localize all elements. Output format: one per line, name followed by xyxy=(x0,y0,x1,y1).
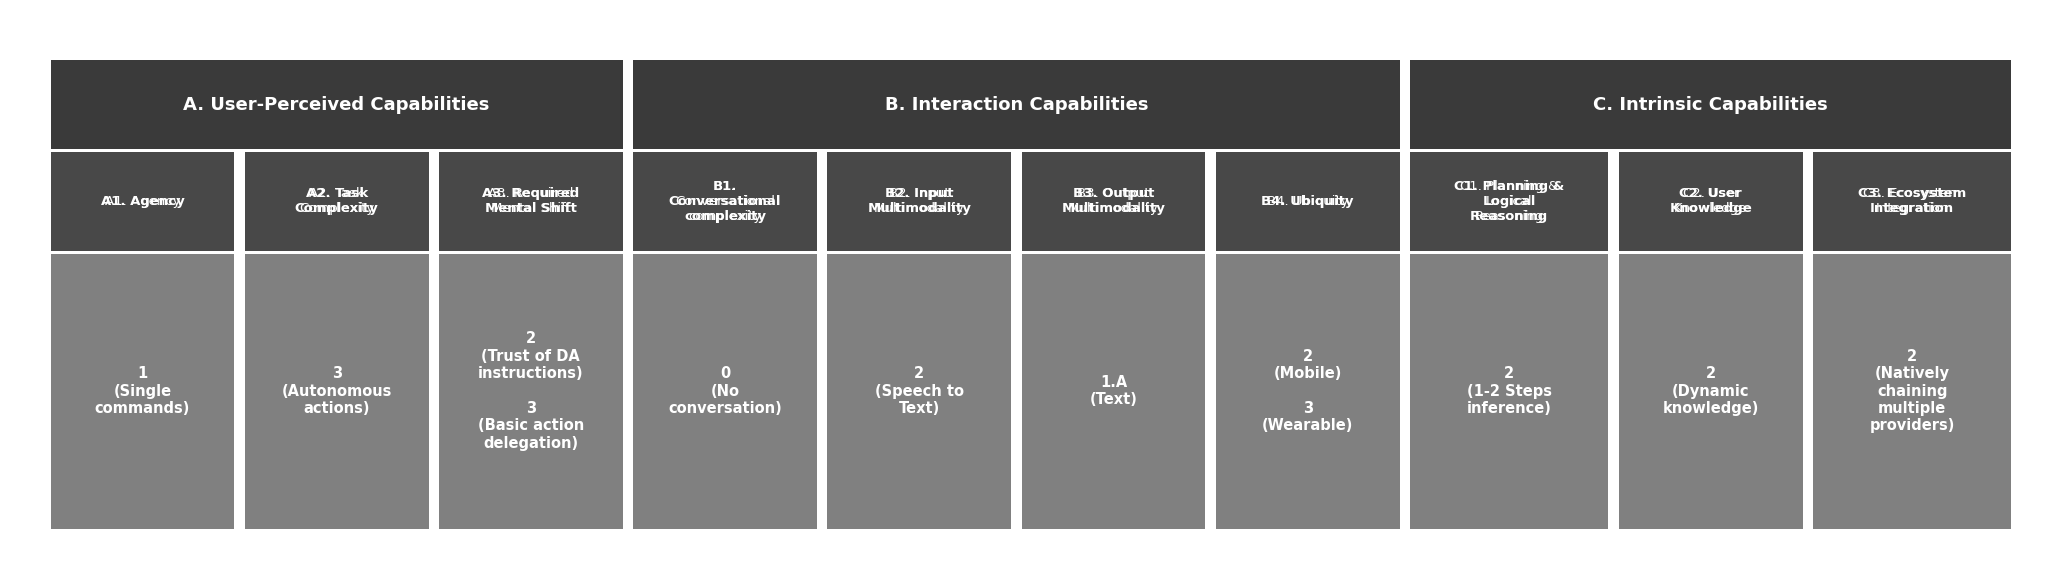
Text: B3. Output
Multimodality: B3. Output Multimodality xyxy=(1068,187,1159,215)
Bar xyxy=(1217,152,1400,251)
Text: B4. Ubiquity: B4. Ubiquity xyxy=(1262,195,1355,208)
Text: C2. User
Knowledge: C2. User Knowledge xyxy=(1670,187,1753,215)
Bar xyxy=(49,152,235,251)
Text: 3
(Autonomous
actions): 3 (Autonomous actions) xyxy=(282,366,392,416)
Text: A. User-Perceived Capabilities: A. User-Perceived Capabilities xyxy=(184,96,491,114)
Text: A3. Required
Mental Shift: A3. Required Mental Shift xyxy=(489,187,573,215)
Text: B1.
Conversational
complexity: B1. Conversational complexity xyxy=(668,180,781,223)
Bar xyxy=(439,254,623,528)
Text: 1
(Single
commands): 1 (Single commands) xyxy=(95,366,190,416)
Text: B2. Input
Multimodality: B2. Input Multimodality xyxy=(874,187,965,215)
Bar xyxy=(439,152,623,251)
Text: 2
(Dynamic
knowledge): 2 (Dynamic knowledge) xyxy=(1662,366,1759,416)
Text: 0
(No
conversation): 0 (No conversation) xyxy=(668,366,781,416)
Text: 2
(Mobile)

3
(Wearable): 2 (Mobile) 3 (Wearable) xyxy=(1262,349,1353,434)
Text: A2. Task
Complexity: A2. Task Complexity xyxy=(295,187,379,215)
Text: A1. Agency: A1. Agency xyxy=(101,195,184,208)
Bar xyxy=(245,254,429,528)
Bar xyxy=(1021,152,1206,251)
Bar xyxy=(1410,152,1608,251)
Bar xyxy=(245,152,429,251)
Text: C1. Planning &
Logical
Reasoning: C1. Planning & Logical Reasoning xyxy=(1460,180,1559,223)
Bar xyxy=(439,152,623,251)
Bar xyxy=(633,152,817,251)
Bar xyxy=(1021,254,1206,528)
Bar xyxy=(49,152,235,251)
Bar xyxy=(1619,152,1802,251)
Bar xyxy=(1217,254,1400,528)
Text: 2
(1-2 Steps
inference): 2 (1-2 Steps inference) xyxy=(1466,366,1553,416)
Bar xyxy=(633,152,817,251)
Bar xyxy=(1619,152,1802,251)
Text: C3. Ecosystem
Integration: C3. Ecosystem Integration xyxy=(1864,187,1961,215)
Text: B4. Ubiquity: B4. Ubiquity xyxy=(1266,195,1349,208)
Bar xyxy=(1410,152,1608,251)
Text: 2
(Speech to
Text): 2 (Speech to Text) xyxy=(874,366,963,416)
Text: 2
(Trust of DA
instructions)

3
(Basic action
delegation): 2 (Trust of DA instructions) 3 (Basic ac… xyxy=(478,332,584,451)
Text: B3. Output
Multimodality: B3. Output Multimodality xyxy=(1062,187,1165,215)
Bar xyxy=(1812,152,2010,251)
Bar xyxy=(245,152,429,251)
Bar xyxy=(1410,60,2010,149)
Bar xyxy=(827,152,1010,251)
Text: A3. Required
Mental Shift: A3. Required Mental Shift xyxy=(483,187,579,215)
Bar xyxy=(827,254,1010,528)
Text: 2
(Natively
chaining
multiple
providers): 2 (Natively chaining multiple providers) xyxy=(1870,349,1955,434)
Text: B. Interaction Capabilities: B. Interaction Capabilities xyxy=(885,96,1149,114)
Bar xyxy=(49,60,623,149)
Text: B2. Input
Multimodality: B2. Input Multimodality xyxy=(868,187,971,215)
Bar xyxy=(827,152,1010,251)
Bar xyxy=(1812,254,2010,528)
Text: C2. User
Knowledge: C2. User Knowledge xyxy=(1674,187,1747,215)
Bar xyxy=(49,254,235,528)
Bar xyxy=(1021,152,1206,251)
Text: C3. Ecosystem
Integration: C3. Ecosystem Integration xyxy=(1858,187,1967,215)
Text: C1. Planning &
Logical
Reasoning: C1. Planning & Logical Reasoning xyxy=(1454,180,1565,223)
Bar xyxy=(1619,254,1802,528)
Bar xyxy=(1410,254,1608,528)
Text: C. Intrinsic Capabilities: C. Intrinsic Capabilities xyxy=(1594,96,1829,114)
Text: A2. Task
Complexity: A2. Task Complexity xyxy=(299,187,375,215)
Text: A1. Agency: A1. Agency xyxy=(105,195,179,208)
Bar xyxy=(1812,152,2010,251)
Text: B1.
Conversational
complexity: B1. Conversational complexity xyxy=(674,180,775,223)
Bar xyxy=(633,254,817,528)
Bar xyxy=(633,60,1400,149)
Text: 1.A
(Text): 1.A (Text) xyxy=(1089,375,1138,407)
Bar xyxy=(1217,152,1400,251)
